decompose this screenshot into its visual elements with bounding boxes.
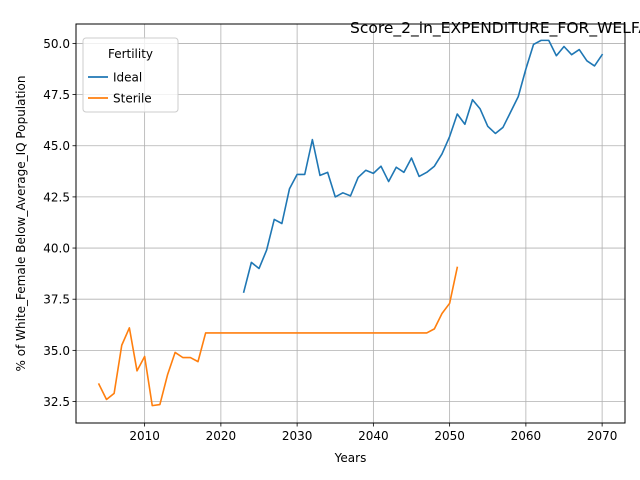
series-line-ideal (242, 39, 604, 294)
x-tick-label: 2030 (282, 429, 313, 443)
y-tick-label: 40.0 (43, 242, 70, 256)
x-tick-label: 2060 (511, 429, 542, 443)
x-axis: 2010 2020 2030 2040 2050 2060 2070 (129, 423, 617, 443)
legend-box (82, 37, 179, 113)
series-line-sterile (97, 266, 459, 407)
y-tick-label: 50.0 (43, 37, 70, 51)
x-tick-label: 2040 (358, 429, 389, 443)
legend: Fertility Ideal Sterile (82, 37, 179, 113)
y-tick-label: 42.5 (43, 190, 70, 204)
legend-label-ideal: Ideal (113, 71, 142, 85)
chart-title: Score_2_in_EXPENDITURE_FOR_WELFARE_for_W… (350, 19, 640, 38)
x-axis-label: Years (334, 451, 367, 465)
y-tick-label: 45.0 (43, 139, 70, 153)
x-tick-label: 2070 (587, 429, 618, 443)
x-tick-label: 2010 (129, 429, 160, 443)
y-axis-label: % of White_Female Below_Average_IQ Popul… (14, 76, 28, 372)
legend-label-sterile: Sterile (113, 92, 152, 106)
y-tick-label: 47.5 (43, 88, 70, 102)
y-tick-label: 37.5 (43, 293, 70, 307)
y-axis: 32.5 35.0 37.5 40.0 42.5 45.0 47.5 50.0 (43, 37, 76, 409)
x-tick-label: 2020 (206, 429, 237, 443)
plot-frame (75, 23, 626, 424)
y-tick-label: 35.0 (43, 344, 70, 358)
legend-title: Fertility (108, 47, 153, 61)
grid (76, 24, 625, 423)
y-tick-label: 32.5 (43, 395, 70, 409)
series-layer (97, 39, 604, 407)
x-tick-label: 2050 (434, 429, 465, 443)
